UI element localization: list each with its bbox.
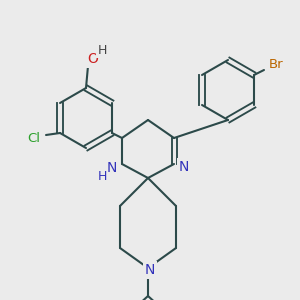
- Text: N: N: [145, 263, 155, 277]
- Text: Br: Br: [269, 58, 283, 70]
- Text: Cl: Cl: [28, 133, 40, 146]
- Text: N: N: [179, 160, 189, 174]
- Text: H: H: [97, 44, 107, 56]
- Text: N: N: [107, 161, 117, 175]
- Text: O: O: [88, 52, 98, 66]
- Text: H: H: [97, 169, 107, 182]
